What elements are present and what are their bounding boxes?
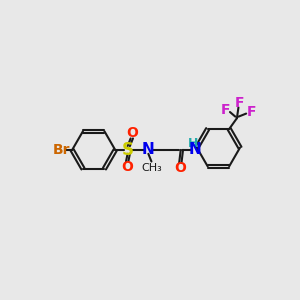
Text: N: N [142,142,155,158]
Text: O: O [174,161,186,176]
Text: F: F [247,105,256,119]
Text: F: F [220,103,230,118]
Text: H: H [188,136,198,149]
Text: O: O [126,126,138,140]
Text: CH₃: CH₃ [141,164,162,173]
Text: F: F [235,96,244,110]
Text: S: S [122,141,134,159]
Text: Br: Br [52,143,70,157]
Text: O: O [121,160,133,174]
Text: N: N [189,142,202,158]
